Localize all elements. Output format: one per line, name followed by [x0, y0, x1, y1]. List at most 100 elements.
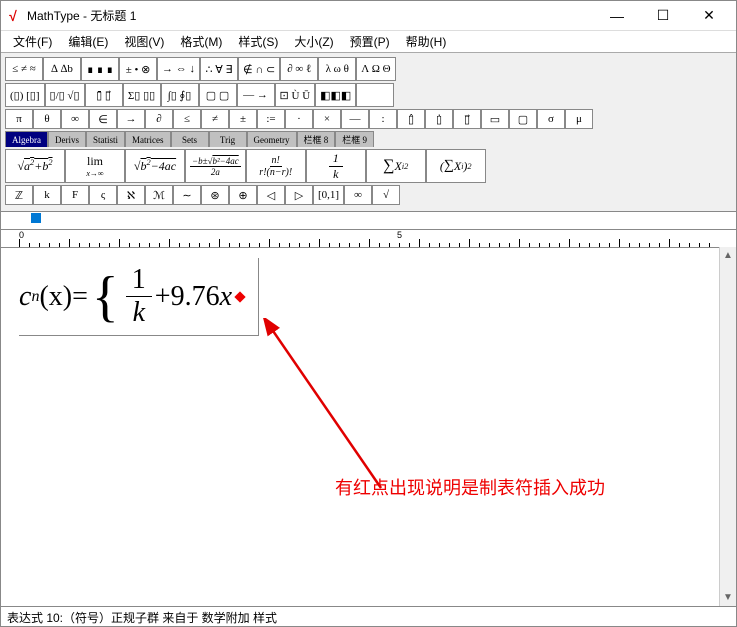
sym-colon[interactable]: :	[369, 109, 397, 129]
palette-embellish[interactable]: ∎ ∎ ∎	[81, 57, 119, 81]
sym-infty2[interactable]: ∞	[344, 185, 372, 205]
sym-define[interactable]: :=	[257, 109, 285, 129]
menu-file[interactable]: 文件(F)	[5, 31, 60, 52]
sym-sqrt[interactable]: √	[372, 185, 400, 205]
menu-preferences[interactable]: 预置(P)	[342, 31, 398, 52]
palette-operators[interactable]: ± • ⊗	[119, 57, 157, 81]
tmpl-limit[interactable]: limx→∞	[65, 149, 125, 183]
menu-style[interactable]: 样式(S)	[230, 31, 286, 52]
sym-partial[interactable]: ∂	[145, 109, 173, 129]
tmpl-sum-xi-squared[interactable]: (∑Xi)2	[426, 149, 486, 183]
menu-size[interactable]: 大小(Z)	[286, 31, 341, 52]
palette-matrices[interactable]: ◧◧◧	[315, 83, 356, 107]
menu-view[interactable]: 视图(V)	[116, 31, 172, 52]
palette-greek-lc[interactable]: λ ω θ	[318, 57, 356, 81]
sym-oplus[interactable]: ⊕	[229, 185, 257, 205]
tmpl-sum-xi2[interactable]: ∑Xi2	[366, 149, 426, 183]
ruler-scale[interactable]: 0 5	[1, 230, 736, 248]
tab-geometry[interactable]: Geometry	[247, 131, 297, 147]
menu-help[interactable]: 帮助(H)	[398, 31, 455, 52]
palette-relations[interactable]: ≤ ≠ ≈	[5, 57, 43, 81]
palette-products[interactable]: ⊡ Ù Ū	[275, 83, 316, 107]
palette-logical[interactable]: ∴ ∀ ∃	[200, 57, 238, 81]
palette-row-6: ℤ k F ς ℵ ℳ ∼ ⊛ ⊕ ◁ ▷ [0,1] ∞ √	[5, 185, 732, 205]
tmpl-quadratic[interactable]: −b±√b²−4ac2a	[185, 149, 246, 183]
sym-box2[interactable]: ▢	[509, 109, 537, 129]
palette-row-5: √a2+b2 limx→∞ √b2−4ac −b±√b²−4ac2a n!r!(…	[5, 149, 732, 183]
palette-fractions[interactable]: ▯/▯ √▯	[45, 83, 85, 107]
palette-row-2: (▯) [▯] ▯/▯ √▯ ▯̄ ▯⃗ Σ▯ ▯▯ ∫▯ ∮▯ ▢ ▢ — →…	[5, 83, 732, 107]
sym-f[interactable]: F	[61, 185, 89, 205]
sym-z[interactable]: ℤ	[5, 185, 33, 205]
sym-in[interactable]: ∈	[89, 109, 117, 129]
sym-circledast[interactable]: ⊛	[201, 185, 229, 205]
sym-theta[interactable]: θ	[33, 109, 61, 129]
tab-marker-icon[interactable]	[31, 213, 41, 223]
sym-aleph[interactable]: ℵ	[117, 185, 145, 205]
tab-trig[interactable]: Trig	[209, 131, 247, 147]
sym-dot[interactable]: ·	[285, 109, 313, 129]
sym-vec[interactable]: ▯⃗	[453, 109, 481, 129]
sym-times[interactable]: ×	[313, 109, 341, 129]
menu-format[interactable]: 格式(M)	[172, 31, 230, 52]
tab-box8[interactable]: 栏框 8	[297, 131, 336, 147]
palette-integrals[interactable]: ∫▯ ∮▯	[161, 83, 199, 107]
menu-edit[interactable]: 编辑(E)	[60, 31, 116, 52]
sym-ltri[interactable]: ◁	[257, 185, 285, 205]
tmpl-pythag[interactable]: √a2+b2	[5, 149, 65, 183]
minimize-button[interactable]: —	[594, 1, 640, 31]
palette-set[interactable]: ∉ ∩ ⊂	[238, 57, 280, 81]
sym-hat[interactable]: ▯̂	[397, 109, 425, 129]
sym-sigma[interactable]: σ	[537, 109, 565, 129]
vertical-scrollbar[interactable]: ▲ ▼	[719, 247, 736, 606]
tab-sets[interactable]: Sets	[171, 131, 209, 147]
scroll-up-icon[interactable]: ▲	[720, 247, 736, 264]
tab-statistics[interactable]: Statisti	[86, 131, 125, 147]
sym-tilde[interactable]: ∼	[173, 185, 201, 205]
tab-algebra[interactable]: Algebra	[5, 131, 48, 147]
toolbar-area: ≤ ≠ ≈ ∆ ∆b ∎ ∎ ∎ ± • ⊗ → ⇔ ↓ ∴ ∀ ∃ ∉ ∩ ⊂…	[1, 53, 736, 212]
eq-frac-den: k	[127, 297, 151, 329]
tab-box9[interactable]: 栏框 9	[335, 131, 374, 147]
palette-spaces[interactable]: ∆ ∆b	[43, 57, 81, 81]
sym-rtri[interactable]: ▷	[285, 185, 313, 205]
palette-misc[interactable]: ∂ ∞ ℓ	[280, 57, 318, 81]
sym-m[interactable]: ℳ	[145, 185, 173, 205]
sym-infty[interactable]: ∞	[61, 109, 89, 129]
palette-labeled-arrows[interactable]: — →	[237, 83, 275, 107]
palette-fences[interactable]: (▯) [▯]	[5, 83, 45, 107]
editor-area[interactable]: cn(x) = {1k + 9.76x 有红点出现说明是制表符插入成功	[1, 248, 736, 588]
sym-interval[interactable]: [0,1]	[313, 185, 344, 205]
eq-var-c: c	[19, 281, 31, 313]
sym-arrow[interactable]: →	[117, 109, 145, 129]
sym-k[interactable]: k	[33, 185, 61, 205]
sym-pm[interactable]: ±	[229, 109, 257, 129]
sym-dot2[interactable]: ▯̇	[425, 109, 453, 129]
sym-mu[interactable]: μ	[565, 109, 593, 129]
eq-brace: {	[92, 269, 119, 325]
palette-greek-uc[interactable]: Λ Ω Θ	[356, 57, 395, 81]
maximize-button[interactable]: ☐	[640, 1, 686, 31]
title-bar: √ MathType - 无标题 1 — ☐ ✕	[1, 1, 736, 31]
palette-empty[interactable]	[356, 83, 394, 107]
close-button[interactable]: ✕	[686, 1, 732, 31]
tmpl-combination[interactable]: n!r!(n−r)!	[246, 149, 306, 183]
sym-ne[interactable]: ≠	[201, 109, 229, 129]
palette-underover[interactable]: ▢ ▢	[199, 83, 237, 107]
eq-fraction: 1k	[126, 264, 152, 329]
sym-le[interactable]: ≤	[173, 109, 201, 129]
tab-matrices[interactable]: Matrices	[125, 131, 171, 147]
sym-box[interactable]: ▭	[481, 109, 509, 129]
sym-pi[interactable]: π	[5, 109, 33, 129]
ruler-markers[interactable]	[1, 212, 736, 230]
sym-varsigma[interactable]: ς	[89, 185, 117, 205]
sym-dash[interactable]: —	[341, 109, 369, 129]
tmpl-discriminant[interactable]: √b2−4ac	[125, 149, 185, 183]
palette-sums[interactable]: Σ▯ ▯▯	[123, 83, 161, 107]
palette-arrows[interactable]: → ⇔ ↓	[157, 57, 200, 81]
scroll-down-icon[interactable]: ▼	[720, 589, 736, 606]
palette-overbar[interactable]: ▯̄ ▯⃗	[85, 83, 123, 107]
tmpl-one-over-k[interactable]: 1k	[306, 149, 366, 183]
tab-derivs[interactable]: Derivs	[48, 131, 86, 147]
equation[interactable]: cn(x) = {1k + 9.76x	[19, 258, 259, 336]
